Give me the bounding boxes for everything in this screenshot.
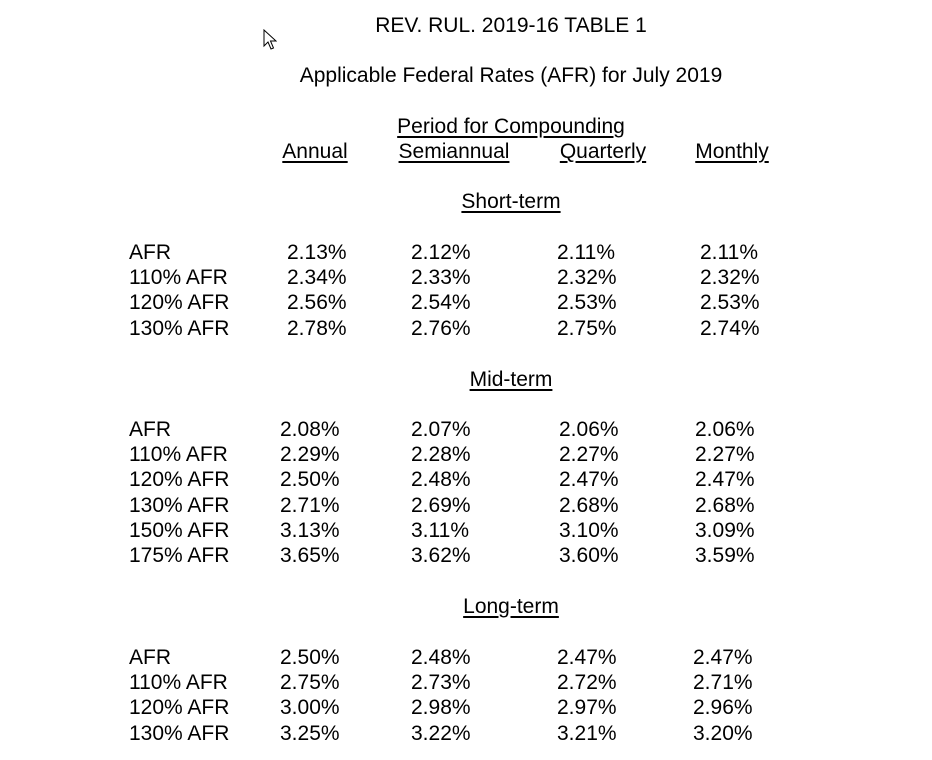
- rate-value-cell: 2.72%: [557, 671, 617, 694]
- rate-value-cell: 2.33%: [411, 266, 471, 289]
- rate-value-cell: 2.97%: [557, 696, 617, 719]
- compounding-header: Period for Compounding: [397, 115, 625, 138]
- rate-value-cell: 2.69%: [411, 494, 471, 517]
- rate-value-cell: 2.06%: [559, 418, 619, 441]
- rate-value-cell: 3.00%: [280, 696, 340, 719]
- rate-row-label: AFR: [129, 646, 171, 669]
- rate-row-label: 150% AFR: [129, 519, 230, 542]
- rate-value-cell: 2.28%: [411, 443, 471, 466]
- rate-value-cell: 3.60%: [559, 544, 619, 567]
- section-heading-short-term: Short-term: [461, 190, 561, 213]
- rate-value-cell: 3.10%: [559, 519, 619, 542]
- rate-row-label: 130% AFR: [129, 722, 230, 745]
- rate-row-label: 130% AFR: [129, 317, 230, 340]
- rate-row-label: 110% AFR: [129, 266, 228, 289]
- rate-value-cell: 2.48%: [411, 646, 471, 669]
- rate-value-cell: 2.29%: [280, 443, 340, 466]
- rate-value-cell: 2.74%: [700, 317, 760, 340]
- rate-value-cell: 2.98%: [411, 696, 471, 719]
- rate-value-cell: 2.47%: [559, 468, 619, 491]
- rate-value-cell: 3.11%: [411, 519, 469, 542]
- column-header-monthly: Monthly: [695, 140, 769, 163]
- rate-value-cell: 2.08%: [280, 418, 340, 441]
- page-title: REV. RUL. 2019-16 TABLE 1: [375, 14, 647, 37]
- rate-value-cell: 2.11%: [700, 241, 758, 264]
- rate-value-cell: 2.68%: [559, 494, 619, 517]
- rate-value-cell: 2.96%: [693, 696, 753, 719]
- rate-value-cell: 2.07%: [411, 418, 471, 441]
- rate-value-cell: 2.12%: [411, 241, 471, 264]
- rate-value-cell: 3.21%: [557, 722, 617, 745]
- column-header-quarterly: Quarterly: [559, 140, 647, 163]
- rate-value-cell: 2.13%: [287, 241, 347, 264]
- rate-value-cell: 2.50%: [280, 468, 340, 491]
- rate-value-cell: 2.53%: [557, 291, 617, 314]
- rate-value-cell: 2.47%: [557, 646, 617, 669]
- rate-value-cell: 3.22%: [411, 722, 471, 745]
- rate-value-cell: 2.78%: [287, 317, 347, 340]
- rate-value-cell: 2.27%: [695, 443, 755, 466]
- mouse-pointer-icon: [263, 29, 277, 50]
- rate-value-cell: 2.27%: [559, 443, 619, 466]
- rate-value-cell: 2.53%: [700, 291, 760, 314]
- rate-row-label: 175% AFR: [129, 544, 230, 567]
- rate-value-cell: 2.75%: [557, 317, 617, 340]
- rate-value-cell: 3.59%: [695, 544, 755, 567]
- section-heading-mid-term: Mid-term: [469, 368, 553, 391]
- rate-value-cell: 2.11%: [557, 241, 615, 264]
- rate-value-cell: 2.32%: [557, 266, 617, 289]
- rate-value-cell: 3.25%: [280, 722, 340, 745]
- rate-value-cell: 2.47%: [695, 468, 755, 491]
- section-heading-long-term: Long-term: [463, 595, 559, 618]
- rate-value-cell: 2.54%: [411, 291, 471, 314]
- column-header-semiannual: Semiannual: [398, 140, 510, 163]
- column-header-annual: Annual: [282, 140, 348, 163]
- rate-value-cell: 2.73%: [411, 671, 471, 694]
- rate-value-cell: 2.71%: [280, 494, 340, 517]
- rate-value-cell: 2.68%: [695, 494, 755, 517]
- rate-row-label: 120% AFR: [129, 696, 230, 719]
- rate-row-label: AFR: [129, 418, 171, 441]
- rate-value-cell: 2.71%: [693, 671, 753, 694]
- rate-value-cell: 2.48%: [411, 468, 471, 491]
- rate-row-label: 110% AFR: [129, 671, 228, 694]
- rate-value-cell: 2.32%: [700, 266, 760, 289]
- rate-row-label: 110% AFR: [129, 443, 228, 466]
- rate-value-cell: 3.09%: [695, 519, 755, 542]
- rate-row-label: 120% AFR: [129, 468, 230, 491]
- rate-value-cell: 2.06%: [695, 418, 755, 441]
- rate-row-label: AFR: [129, 241, 171, 264]
- rate-row-label: 130% AFR: [129, 494, 230, 517]
- rate-value-cell: 3.62%: [411, 544, 471, 567]
- rate-value-cell: 2.34%: [287, 266, 347, 289]
- rate-value-cell: 3.20%: [693, 722, 753, 745]
- rate-value-cell: 3.13%: [280, 519, 340, 542]
- rate-row-label: 120% AFR: [129, 291, 230, 314]
- rate-value-cell: 2.56%: [287, 291, 347, 314]
- rate-value-cell: 2.50%: [280, 646, 340, 669]
- rate-value-cell: 2.76%: [411, 317, 471, 340]
- rate-value-cell: 2.47%: [693, 646, 753, 669]
- table-subtitle: Applicable Federal Rates (AFR) for July …: [299, 64, 723, 87]
- rate-value-cell: 3.65%: [280, 544, 340, 567]
- rate-value-cell: 2.75%: [280, 671, 340, 694]
